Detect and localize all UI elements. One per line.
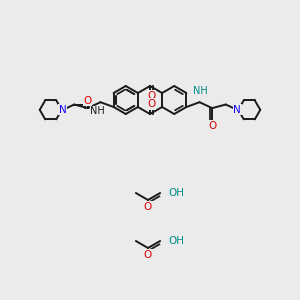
Text: O: O — [144, 250, 152, 260]
Text: NH: NH — [90, 106, 105, 116]
Text: O: O — [84, 95, 92, 106]
Text: O: O — [147, 91, 155, 101]
Text: N: N — [233, 105, 241, 115]
Text: O: O — [208, 121, 216, 131]
Text: NH: NH — [193, 86, 208, 96]
Text: OH: OH — [168, 236, 184, 246]
Text: OH: OH — [168, 188, 184, 198]
Text: O: O — [144, 202, 152, 212]
Text: N: N — [59, 105, 67, 115]
Text: O: O — [147, 99, 155, 109]
